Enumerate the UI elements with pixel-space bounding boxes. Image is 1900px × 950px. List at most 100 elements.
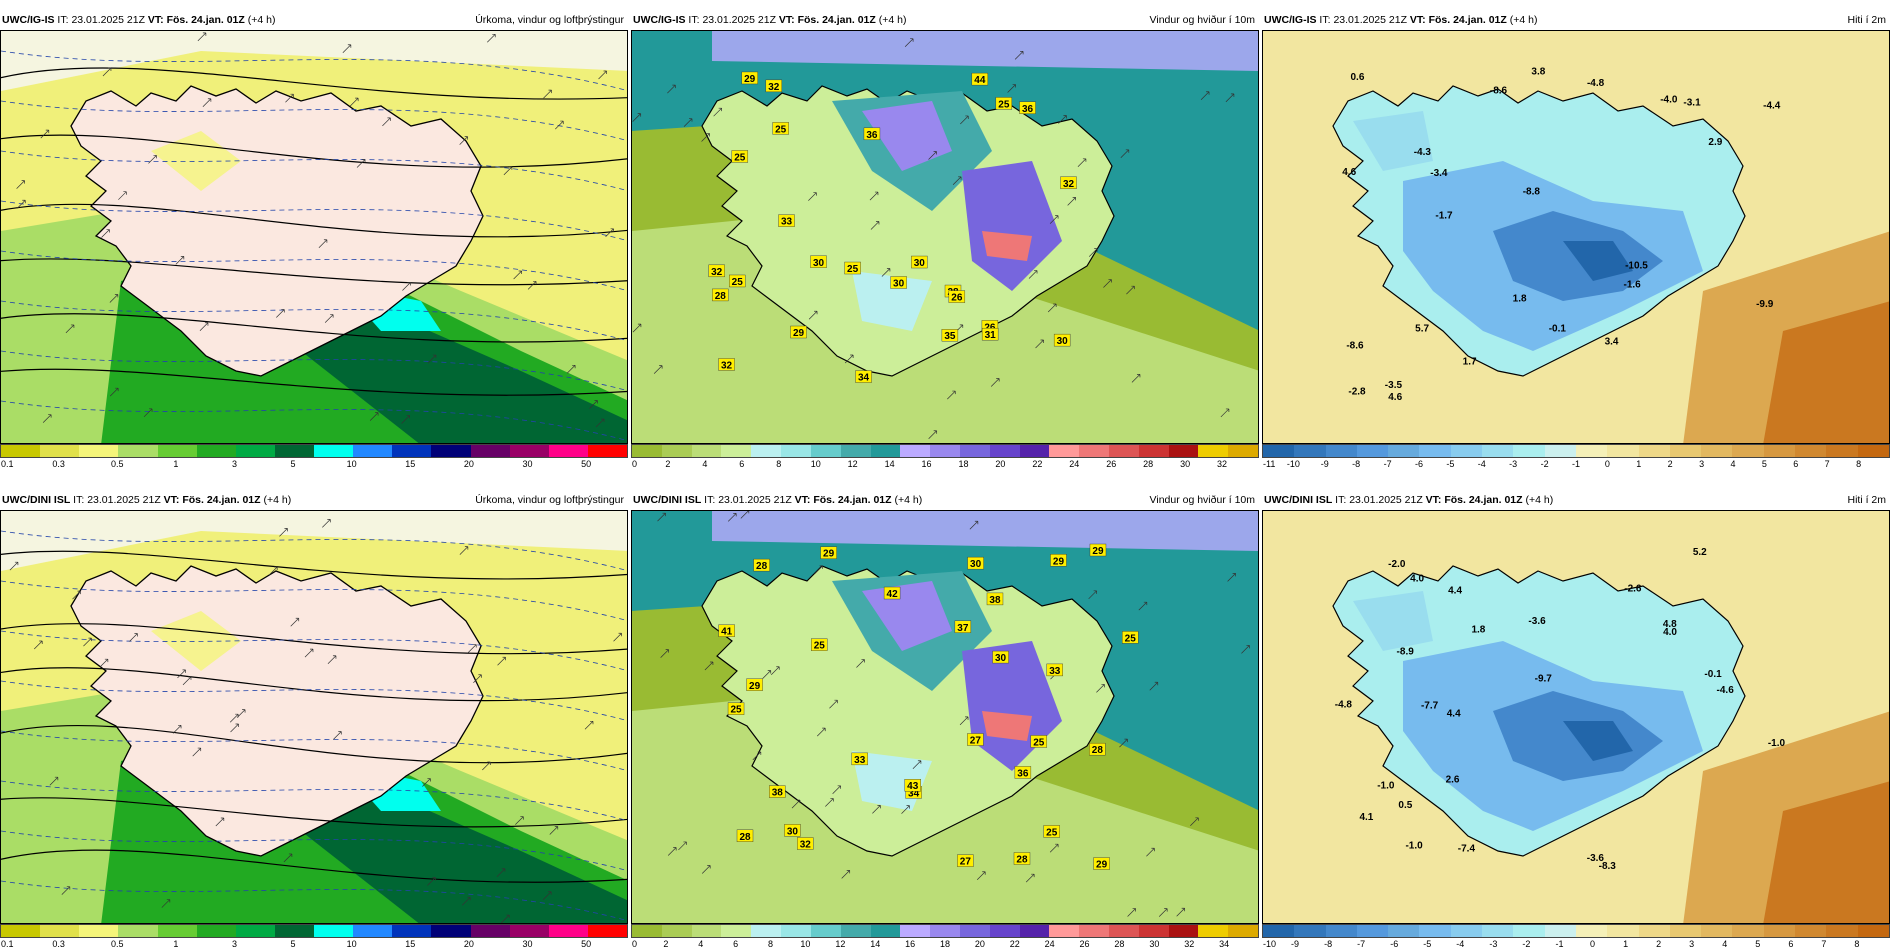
colorbar-swatch: [1356, 925, 1389, 937]
map-annotation: 4.1: [1359, 812, 1373, 823]
colorbar-label: -5: [1423, 939, 1432, 949]
colorbar-label: 34: [1219, 939, 1230, 949]
map-annotation: -1.0: [1768, 738, 1786, 749]
colorbar-label: 1: [1636, 459, 1642, 469]
colorbar-swatch: [930, 445, 960, 457]
run-info: UWC/IG-IS IT: 23.01.2025 21Z VT: Fös. 24…: [1264, 10, 1537, 30]
colorbar: 0.1 0.3 0.5 1 3 5 10 15 20 30 50: [0, 924, 628, 950]
lead-time: (+4 h): [247, 14, 276, 26]
map-annotation: 3.4: [1605, 336, 1619, 347]
colorbar-label: 12: [835, 939, 846, 949]
colorbar-label: 32: [1184, 939, 1195, 949]
colorbar-label: -7: [1383, 459, 1392, 469]
map-annotation: 28: [756, 561, 768, 572]
colorbar-swatch: [157, 445, 197, 457]
colorbar-swatch: [235, 925, 275, 937]
colorbar-swatch: [392, 445, 432, 457]
colorbar-label: -2: [1540, 459, 1549, 469]
colorbar-swatch: [1450, 925, 1483, 937]
map-annotation: 25: [814, 641, 826, 652]
colorbar-swatch: [1228, 445, 1259, 457]
colorbar-label: 30: [522, 939, 533, 949]
map-annotation: 25: [998, 99, 1010, 110]
colorbar-swatch: [1669, 925, 1702, 937]
map-annotation: 28: [715, 291, 727, 302]
colorbar-swatch: [1, 925, 41, 937]
valid-time: Fös. 24.jan. 01Z: [166, 14, 245, 26]
colorbar-labels: 0.1 0.3 0.5 1 3 5 10 15 20 30 50: [0, 458, 628, 470]
run-info: UWC/IG-IS IT: 23.01.2025 21Z VT: Fös. 24…: [2, 10, 275, 30]
valid-time: Fös. 24.jan. 01Z: [813, 494, 892, 506]
colorbar-label: 3: [1699, 459, 1705, 469]
colorbar-label: -1: [1555, 939, 1564, 949]
map-annotation: 31: [985, 330, 997, 341]
lead-time: (+4 h): [263, 494, 292, 506]
map-annotation: -4.3: [1414, 147, 1432, 158]
map-annotation: 34: [858, 373, 870, 384]
map-annotation: 35: [944, 331, 956, 342]
colorbar-labels: -10 -9 -8 -7 -6 -5 -4 -3 -2 -1 0 1 2 3 4 5 6 7 8: [1262, 938, 1890, 950]
colorbar-label: 0.3: [52, 459, 65, 469]
map-annotation: 29: [1096, 860, 1108, 871]
map-annotation: -8.6: [1346, 340, 1364, 351]
colorbar-label: 18: [939, 939, 951, 949]
map-annotation: 28: [739, 832, 751, 843]
colorbar-swatch: [959, 925, 990, 937]
colorbar-swatch: [1198, 445, 1229, 457]
colorbar-swatch: [1669, 445, 1702, 457]
colorbar-label: -8: [1324, 939, 1333, 949]
lead-time: (+4 h): [878, 14, 907, 26]
colorbar-label: 4: [698, 939, 704, 949]
colorbar-label: -6: [1414, 459, 1424, 469]
map-annotation: 44: [974, 75, 986, 86]
map-annotation: 33: [781, 217, 793, 228]
map-annotation: 32: [800, 839, 812, 850]
colorbar-swatch: [1482, 925, 1514, 937]
map-annotation: 25: [734, 152, 746, 163]
map-canvas: 2.9 -4.4 -1.6 3.4 5.7 4.6 -2.8 -0.1 -3.1 3.8 -1.7 4…: [1263, 31, 1889, 443]
colorbar-swatch: [509, 925, 549, 937]
colorbar-label: -9: [1320, 459, 1329, 469]
run-info: UWC/DINI ISL IT: 23.01.2025 21Z VT: Fös.…: [1264, 490, 1553, 510]
colorbar: -10 -9 -8 -7 -6 -5 -4 -3 -2 -1 0 1 2 3 4 5 6 7 8: [1262, 924, 1890, 950]
colorbar-label: 12: [847, 459, 858, 469]
map-annotation: -10.5: [1625, 260, 1648, 271]
panel-header: UWC/IG-IS IT: 23.01.2025 21Z VT: Fös. 24…: [1262, 10, 1890, 30]
map-annotation: 30: [995, 653, 1007, 664]
colorbar-swatch: [353, 925, 393, 937]
colorbar-label: 2: [1656, 939, 1662, 949]
colorbar-label: 0.1: [1, 459, 14, 469]
colorbar-swatch: [1294, 925, 1326, 937]
map-annotation: 29: [1053, 556, 1065, 567]
map-annotation: -3.4: [1430, 168, 1448, 179]
map-annotation: -9.7: [1535, 673, 1553, 684]
map-annotation: 26: [984, 322, 996, 333]
colorbar-label: 0.5: [110, 459, 124, 469]
map-canvas: 3028282535322544253426263036293230293632…: [632, 31, 1258, 443]
colorbar-swatch: [781, 925, 811, 937]
colorbar-swatch: [1388, 925, 1420, 937]
colorbar-label: 4: [1730, 459, 1736, 469]
forecast-panel-temp: UWC/DINI ISL IT: 23.01.2025 21Z VT: Fös.…: [1262, 490, 1890, 950]
colorbar-swatch: [1638, 445, 1670, 457]
vt-label: VT:: [147, 14, 164, 26]
colorbar-label: 16: [921, 459, 932, 469]
colorbar-label: 14: [884, 459, 895, 469]
colorbar-swatch: [1356, 445, 1389, 457]
forecast-map: 25 29 28 28 34 28 43 25 29 38 27 33 27 29 25 30 32 28 38 30…: [631, 510, 1259, 924]
colorbar-swatch: [1263, 445, 1295, 457]
colorbar-swatch: [930, 925, 960, 937]
colorbar-swatch: [632, 445, 662, 457]
init-time: 23.01.2025 21Z: [718, 494, 792, 506]
colorbar-swatch: [1388, 445, 1420, 457]
map-annotation: -8.9: [1397, 646, 1415, 657]
colorbar-swatch: [79, 445, 119, 457]
colorbar-label: 50: [581, 459, 592, 469]
map-annotation: -7.4: [1458, 843, 1476, 854]
map-annotation: -0.1: [1549, 324, 1567, 335]
colorbar-swatch: [1450, 445, 1483, 457]
colorbar-label: 6: [1793, 459, 1799, 469]
valid-time: Fös. 24.jan. 01Z: [182, 494, 261, 506]
forecast-panel-temp: UWC/IG-IS IT: 23.01.2025 21Z VT: Fös. 24…: [1262, 10, 1890, 470]
colorbar-swatch: [810, 925, 841, 937]
